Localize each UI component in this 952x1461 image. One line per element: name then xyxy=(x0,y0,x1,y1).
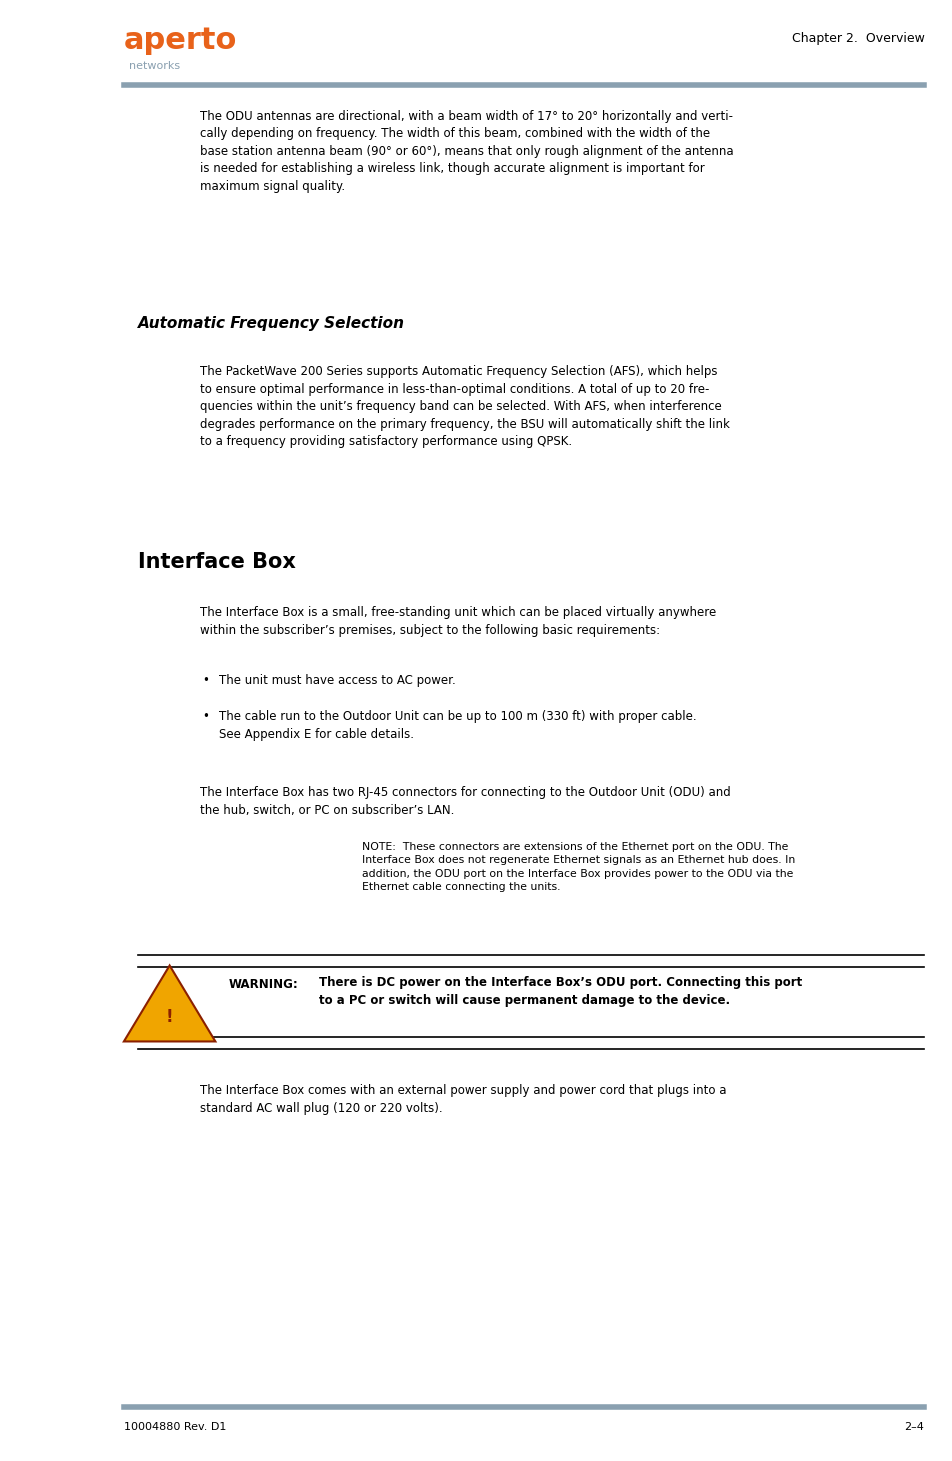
Text: Interface Box: Interface Box xyxy=(138,552,296,573)
Text: WARNING:: WARNING: xyxy=(228,979,298,991)
Text: •: • xyxy=(202,674,208,687)
Text: 10004880 Rev. D1: 10004880 Rev. D1 xyxy=(124,1422,226,1432)
Text: The cable run to the Outdoor Unit can be up to 100 m (330 ft) with proper cable.: The cable run to the Outdoor Unit can be… xyxy=(219,710,696,741)
Text: The unit must have access to AC power.: The unit must have access to AC power. xyxy=(219,674,455,687)
Text: networks: networks xyxy=(129,61,180,72)
Text: aperto: aperto xyxy=(124,26,237,56)
Text: There is DC power on the Interface Box’s ODU port. Connecting this port
to a PC : There is DC power on the Interface Box’s… xyxy=(319,976,802,1008)
Text: The Interface Box has two RJ-45 connectors for connecting to the Outdoor Unit (O: The Interface Box has two RJ-45 connecto… xyxy=(200,786,730,817)
Text: Chapter 2.  Overview: Chapter 2. Overview xyxy=(791,32,923,45)
Text: !: ! xyxy=(166,1008,173,1026)
Text: The Interface Box is a small, free-standing unit which can be placed virtually a: The Interface Box is a small, free-stand… xyxy=(200,606,716,637)
Text: Automatic Frequency Selection: Automatic Frequency Selection xyxy=(138,316,405,330)
Text: •: • xyxy=(202,710,208,723)
Text: The PacketWave 200 Series supports Automatic Frequency Selection (AFS), which he: The PacketWave 200 Series supports Autom… xyxy=(200,365,729,449)
Text: 2–4: 2–4 xyxy=(903,1422,923,1432)
Text: The ODU antennas are directional, with a beam width of 17° to 20° horizontally a: The ODU antennas are directional, with a… xyxy=(200,110,733,193)
Text: NOTE:  These connectors are extensions of the Ethernet port on the ODU. The
Inte: NOTE: These connectors are extensions of… xyxy=(362,842,795,893)
Polygon shape xyxy=(124,966,215,1042)
Text: The Interface Box comes with an external power supply and power cord that plugs : The Interface Box comes with an external… xyxy=(200,1084,725,1115)
